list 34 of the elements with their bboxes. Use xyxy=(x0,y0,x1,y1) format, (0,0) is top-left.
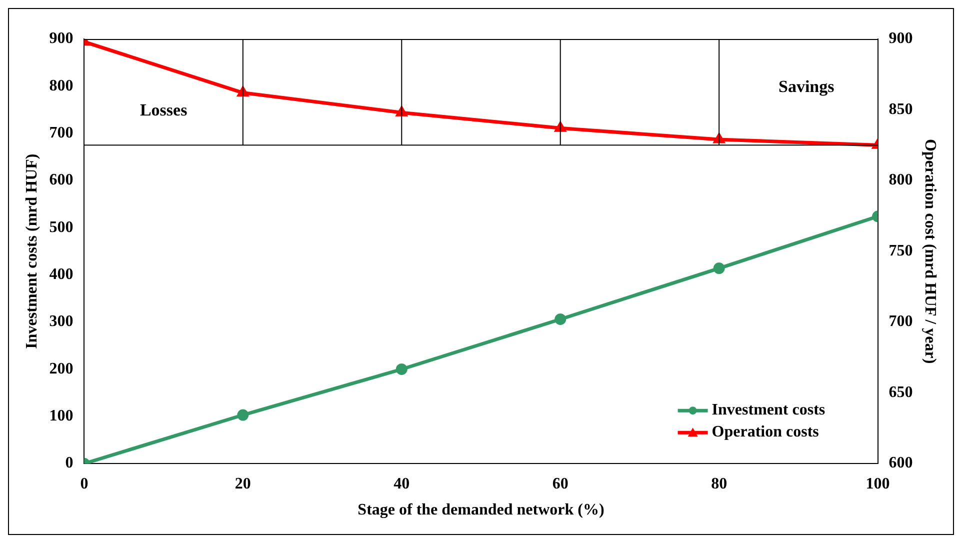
y-axis-title: Investment costs (mrd HUF) xyxy=(24,154,41,349)
x-tick-label: 80 xyxy=(711,475,728,492)
y-tick-label: 400 xyxy=(49,266,74,284)
y-tick-label: 0 xyxy=(65,454,74,472)
y2-tick-label: 650 xyxy=(888,384,913,401)
y2-tick-label: 850 xyxy=(888,100,913,118)
y2-tick-label: 900 xyxy=(888,30,913,48)
x-tick-label: 60 xyxy=(552,475,568,492)
annotation: Losses xyxy=(140,100,188,120)
y2-tick-label: 700 xyxy=(888,313,913,330)
y2-tick-label: 600 xyxy=(888,454,913,472)
annotation: Savings xyxy=(778,77,835,96)
point xyxy=(713,262,725,274)
point xyxy=(396,363,408,375)
x-tick-label: 20 xyxy=(234,475,251,492)
y-tick-label: 200 xyxy=(49,360,74,378)
y2-tick-label: 800 xyxy=(888,172,913,189)
y2-axis-title: Operation cost (mrd HUF / year) xyxy=(921,138,938,364)
legend-label: Investment costs xyxy=(712,402,826,419)
y-tick-label: 500 xyxy=(49,218,74,236)
point xyxy=(237,409,249,421)
y-tick-label: 800 xyxy=(49,77,74,94)
y-tick-label: 700 xyxy=(49,124,74,142)
x-axis-title: Stage of the demanded network (%) xyxy=(358,502,604,519)
y2-tick-label: 750 xyxy=(888,242,913,260)
point xyxy=(554,313,566,325)
x-tick-label: 100 xyxy=(866,475,890,492)
y-tick-label: 600 xyxy=(49,172,74,189)
y-tick-label: 300 xyxy=(49,313,74,330)
x-tick-label: 40 xyxy=(394,475,410,492)
x-tick-label: 0 xyxy=(80,475,88,492)
legend-label: Operation costs xyxy=(712,424,819,441)
y-tick-label: 100 xyxy=(49,408,74,425)
y-tick-label: 900 xyxy=(49,30,74,48)
